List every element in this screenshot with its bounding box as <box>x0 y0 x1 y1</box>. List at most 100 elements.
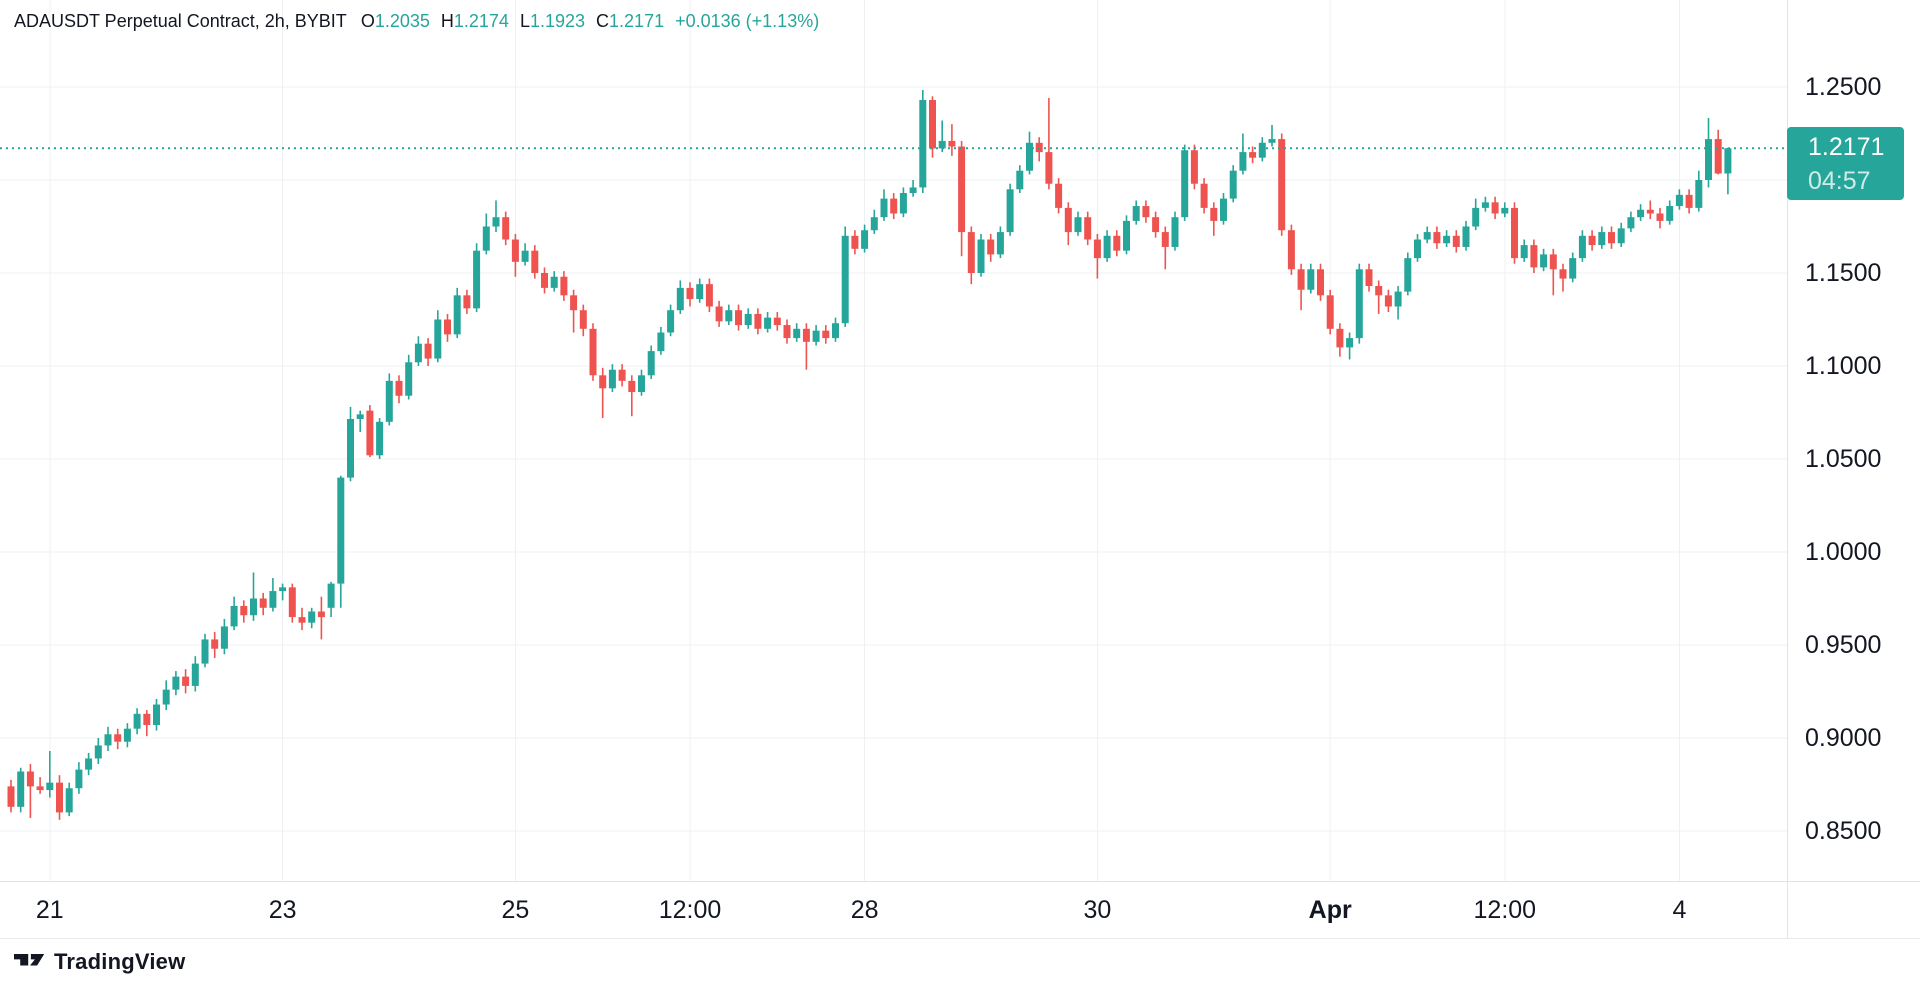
candle <box>773 312 781 331</box>
candle <box>1540 248 1548 272</box>
candle <box>1637 204 1645 221</box>
candle <box>17 767 25 813</box>
candle <box>1064 202 1072 246</box>
candle <box>1355 263 1363 344</box>
candle <box>1627 211 1635 233</box>
candle <box>638 369 645 396</box>
candle <box>802 323 810 370</box>
candle <box>1055 178 1063 214</box>
candle <box>395 375 403 404</box>
candle <box>1452 230 1460 253</box>
ohlc-close: C1.2171 <box>596 11 664 32</box>
price-axis-label: 0.8500 <box>1805 817 1882 845</box>
candle <box>1123 215 1130 255</box>
candle <box>1511 202 1518 264</box>
time-axis-label: 12:00 <box>658 896 722 924</box>
candle <box>531 245 539 279</box>
candle <box>463 289 471 314</box>
candle <box>1268 124 1276 147</box>
last-price-badge: 1.2171 04:57 <box>1787 127 1904 201</box>
price-axis-label: 1.0500 <box>1805 445 1882 473</box>
tradingview-logo-text: TradingView <box>54 949 186 974</box>
candle <box>230 596 238 631</box>
open-value: 1.2035 <box>374 11 430 31</box>
candle <box>1016 165 1024 194</box>
candle <box>570 289 578 333</box>
candle <box>686 282 694 307</box>
candle <box>1375 280 1383 314</box>
candle <box>987 233 995 262</box>
candle <box>696 278 704 303</box>
candle <box>104 726 112 752</box>
last-price-value: 1.2171 <box>1808 133 1885 162</box>
candle <box>317 596 325 640</box>
time-axis-label: 23 <box>268 896 297 924</box>
price-axis-label: 1.2500 <box>1805 73 1882 101</box>
symbol-title[interactable]: ADAUSDT Perpetual Contract, 2h, BYBIT <box>14 11 347 31</box>
candle <box>123 723 131 748</box>
candle <box>1084 211 1092 246</box>
candle <box>861 224 869 253</box>
candle <box>1685 189 1693 214</box>
time-axis-label: Apr <box>1308 896 1352 924</box>
candle <box>1297 263 1305 311</box>
candle <box>453 287 461 339</box>
candle <box>1724 147 1732 195</box>
tradingview-logo-icon <box>14 951 46 973</box>
candle <box>444 313 451 342</box>
candle <box>1394 286 1402 320</box>
ohlc-open: O1.2035 <box>361 11 430 32</box>
candle <box>948 124 956 156</box>
candle <box>1113 230 1121 257</box>
candle <box>288 583 296 623</box>
candle <box>996 226 1004 259</box>
candle <box>579 304 587 337</box>
candle <box>1714 129 1722 175</box>
candle <box>1414 233 1421 262</box>
candle <box>1656 207 1664 229</box>
time-axis-label: 30 <box>1083 896 1112 924</box>
high-value: 1.2174 <box>453 11 509 31</box>
candle <box>1598 226 1606 249</box>
candle <box>608 364 616 393</box>
candle <box>851 230 859 255</box>
candle <box>492 200 500 233</box>
candle <box>85 752 93 776</box>
candle <box>385 373 393 426</box>
candle <box>1006 183 1014 236</box>
candle <box>114 728 122 750</box>
candle <box>26 764 34 818</box>
candle <box>1423 226 1431 244</box>
price-chart-plot[interactable] <box>0 0 1787 881</box>
candle <box>201 633 209 668</box>
candle <box>1132 200 1140 225</box>
candle <box>1365 263 1373 292</box>
candle <box>628 375 636 417</box>
candle <box>1549 248 1557 296</box>
candle <box>812 325 820 346</box>
price-axis-border <box>1787 0 1788 938</box>
candle <box>259 592 267 616</box>
time-axis-bottom-border <box>0 938 1920 939</box>
candle <box>832 317 839 342</box>
candle <box>841 226 849 327</box>
candle <box>1443 230 1451 247</box>
candle <box>1249 146 1257 164</box>
time-axis[interactable]: 21 23 25 12:00 28 30 Apr 12:00 4 <box>0 882 1787 938</box>
candle <box>356 410 364 433</box>
candle <box>1258 137 1266 162</box>
time-axis-top-border <box>0 881 1920 882</box>
candle <box>46 751 54 798</box>
close-value: 1.2171 <box>609 11 665 31</box>
candle <box>1501 202 1509 218</box>
candle <box>560 271 568 301</box>
candle <box>279 583 287 601</box>
candle <box>473 243 481 313</box>
tradingview-logo[interactable]: TradingView <box>14 949 185 975</box>
price-axis[interactable]: 1.25001.20001.15001.10001.05001.00000.95… <box>1787 0 1920 881</box>
candle <box>967 226 975 285</box>
candle <box>870 209 878 234</box>
candle <box>182 669 190 694</box>
candle <box>1433 226 1441 249</box>
candle <box>647 345 655 380</box>
